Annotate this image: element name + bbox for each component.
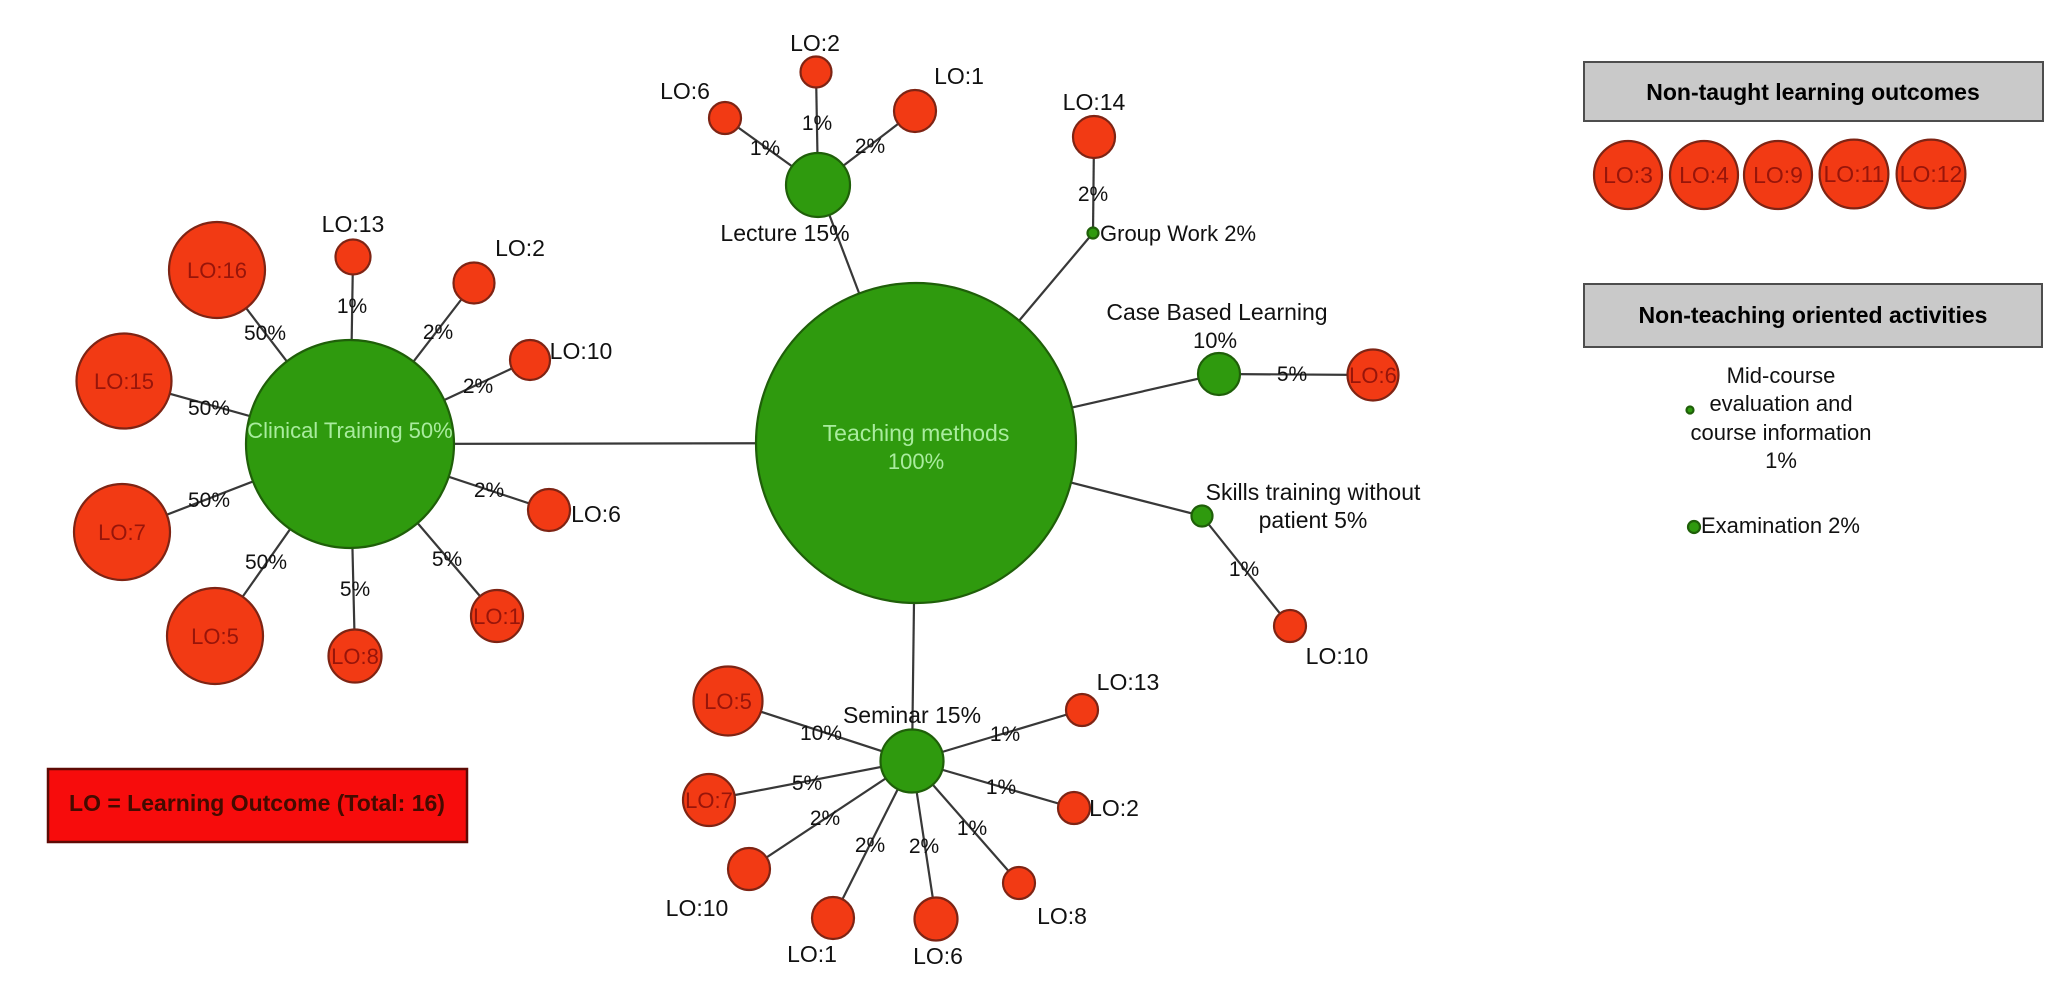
svg-text:LO:14: LO:14 [1063, 89, 1126, 115]
svg-text:5%: 5% [432, 548, 462, 571]
svg-text:Seminar 15%: Seminar 15% [843, 702, 981, 728]
svg-text:LO:10: LO:10 [550, 338, 613, 364]
svg-text:LO:2: LO:2 [1089, 795, 1139, 821]
svg-text:LO:1: LO:1 [934, 63, 984, 89]
svg-text:1%: 1% [986, 776, 1016, 799]
svg-text:LO:1: LO:1 [787, 941, 837, 967]
svg-text:LO:4: LO:4 [1679, 162, 1729, 188]
svg-text:1%: 1% [802, 112, 832, 135]
svg-text:Examination 2%: Examination 2% [1701, 513, 1860, 538]
svg-text:1%: 1% [957, 817, 987, 840]
svg-text:2%: 2% [909, 835, 939, 858]
svg-text:LO:10: LO:10 [666, 895, 729, 921]
svg-text:LO:9: LO:9 [1753, 162, 1803, 188]
svg-text:Mid-course: Mid-course [1727, 363, 1836, 388]
svg-text:100%: 100% [888, 449, 944, 474]
svg-text:Teaching methods: Teaching methods [823, 420, 1010, 446]
svg-text:LO:6: LO:6 [571, 501, 621, 527]
svg-text:LO:2: LO:2 [495, 235, 545, 261]
svg-text:1%: 1% [990, 723, 1020, 746]
svg-text:patient 5%: patient 5% [1259, 507, 1368, 533]
svg-text:LO:6: LO:6 [660, 78, 710, 104]
svg-text:2%: 2% [423, 321, 453, 344]
svg-text:LO:8: LO:8 [331, 644, 379, 669]
svg-text:LO:1: LO:1 [473, 604, 521, 629]
svg-text:LO:13: LO:13 [1097, 669, 1160, 695]
svg-text:LO:3: LO:3 [1603, 162, 1653, 188]
svg-text:50%: 50% [244, 322, 286, 345]
svg-text:5%: 5% [340, 578, 370, 601]
svg-text:LO:10: LO:10 [1306, 643, 1369, 669]
svg-text:1%: 1% [1229, 558, 1259, 581]
svg-text:1%: 1% [750, 137, 780, 160]
svg-text:LO:5: LO:5 [704, 689, 752, 714]
svg-text:50%: 50% [188, 489, 230, 512]
svg-text:Clinical Training 50%: Clinical Training 50% [247, 418, 452, 443]
svg-text:Lecture 15%: Lecture 15% [720, 220, 849, 246]
svg-text:LO:15: LO:15 [94, 369, 154, 394]
svg-text:LO:7: LO:7 [98, 520, 146, 545]
svg-text:2%: 2% [810, 807, 840, 830]
svg-text:2%: 2% [855, 834, 885, 857]
svg-text:course information: course information [1691, 420, 1872, 445]
svg-text:1%: 1% [1765, 448, 1797, 473]
svg-text:LO:11: LO:11 [1824, 161, 1885, 187]
svg-text:5%: 5% [792, 772, 822, 795]
svg-text:50%: 50% [188, 397, 230, 420]
svg-text:50%: 50% [245, 551, 287, 574]
svg-text:LO:12: LO:12 [1900, 161, 1963, 187]
svg-text:LO = Learning Outcome (Total:: LO = Learning Outcome (Total: 16) [69, 790, 445, 816]
svg-text:LO:5: LO:5 [191, 624, 239, 649]
svg-text:evaluation and: evaluation and [1709, 391, 1852, 416]
svg-text:Group Work 2%: Group Work 2% [1100, 221, 1256, 246]
svg-text:LO:6: LO:6 [913, 943, 963, 969]
svg-text:10%: 10% [800, 722, 842, 745]
svg-text:5%: 5% [1277, 363, 1307, 386]
svg-text:2%: 2% [1078, 183, 1108, 206]
svg-text:Non-teaching oriented activiti: Non-teaching oriented activities [1639, 302, 1988, 328]
svg-text:LO:7: LO:7 [685, 788, 733, 813]
svg-text:2%: 2% [855, 135, 885, 158]
svg-text:LO:6: LO:6 [1349, 363, 1397, 388]
svg-text:Case Based Learning: Case Based Learning [1106, 299, 1327, 325]
svg-text:LO:13: LO:13 [322, 211, 385, 237]
svg-text:Skills training without: Skills training without [1206, 479, 1421, 505]
svg-text:LO:8: LO:8 [1037, 903, 1087, 929]
svg-text:2%: 2% [474, 479, 504, 502]
svg-text:2%: 2% [463, 375, 493, 398]
svg-text:1%: 1% [337, 295, 367, 318]
svg-text:LO:16: LO:16 [187, 258, 247, 283]
svg-text:LO:2: LO:2 [790, 30, 840, 56]
svg-text:Non-taught learning outcomes: Non-taught learning outcomes [1646, 79, 1980, 105]
svg-text:10%: 10% [1193, 328, 1237, 353]
